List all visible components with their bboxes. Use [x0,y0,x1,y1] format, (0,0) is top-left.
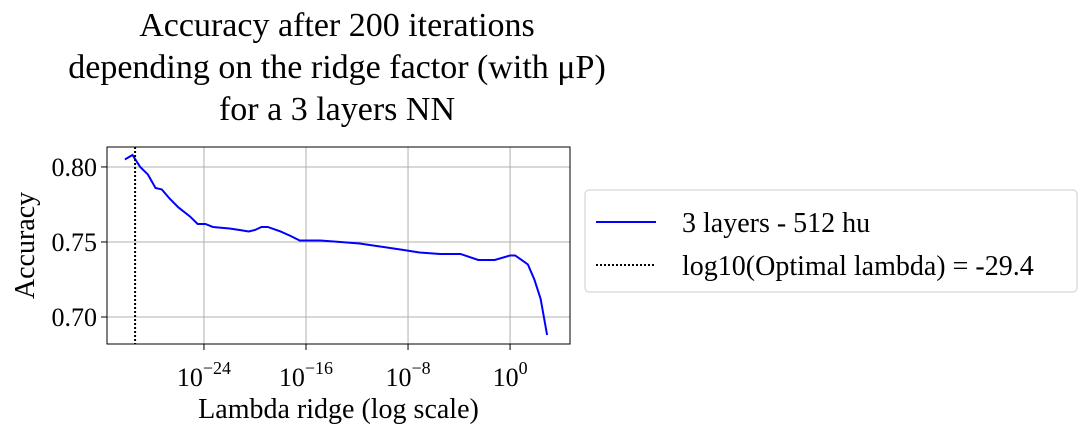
x-axis-label: Lambda ridge (log scale) [198,394,479,425]
legend-box [584,189,1078,293]
chart-title: Accuracy after 200 iterations [139,7,535,44]
x-tick-label: 10−24 [177,358,231,392]
line-series [124,153,549,336]
x-tick-label: 10−8 [385,358,430,392]
legend-label: log10(Optimal lambda) = -29.4 [682,251,1034,282]
x-tick-label: 10−16 [279,358,333,392]
plot-frame [106,146,571,345]
chart-title: depending on the ridge factor (with μP) [68,49,606,86]
chart-title: for a 3 layers NN [219,91,455,128]
y-tick-label: 0.80 [52,153,98,182]
y-tick-label: 0.75 [52,228,98,257]
legend-label: 3 layers - 512 hu [682,208,870,239]
y-axis-label: Accuracy [10,192,41,299]
y-tick-label: 0.70 [52,303,98,332]
x-tick-label: 100 [493,358,528,392]
